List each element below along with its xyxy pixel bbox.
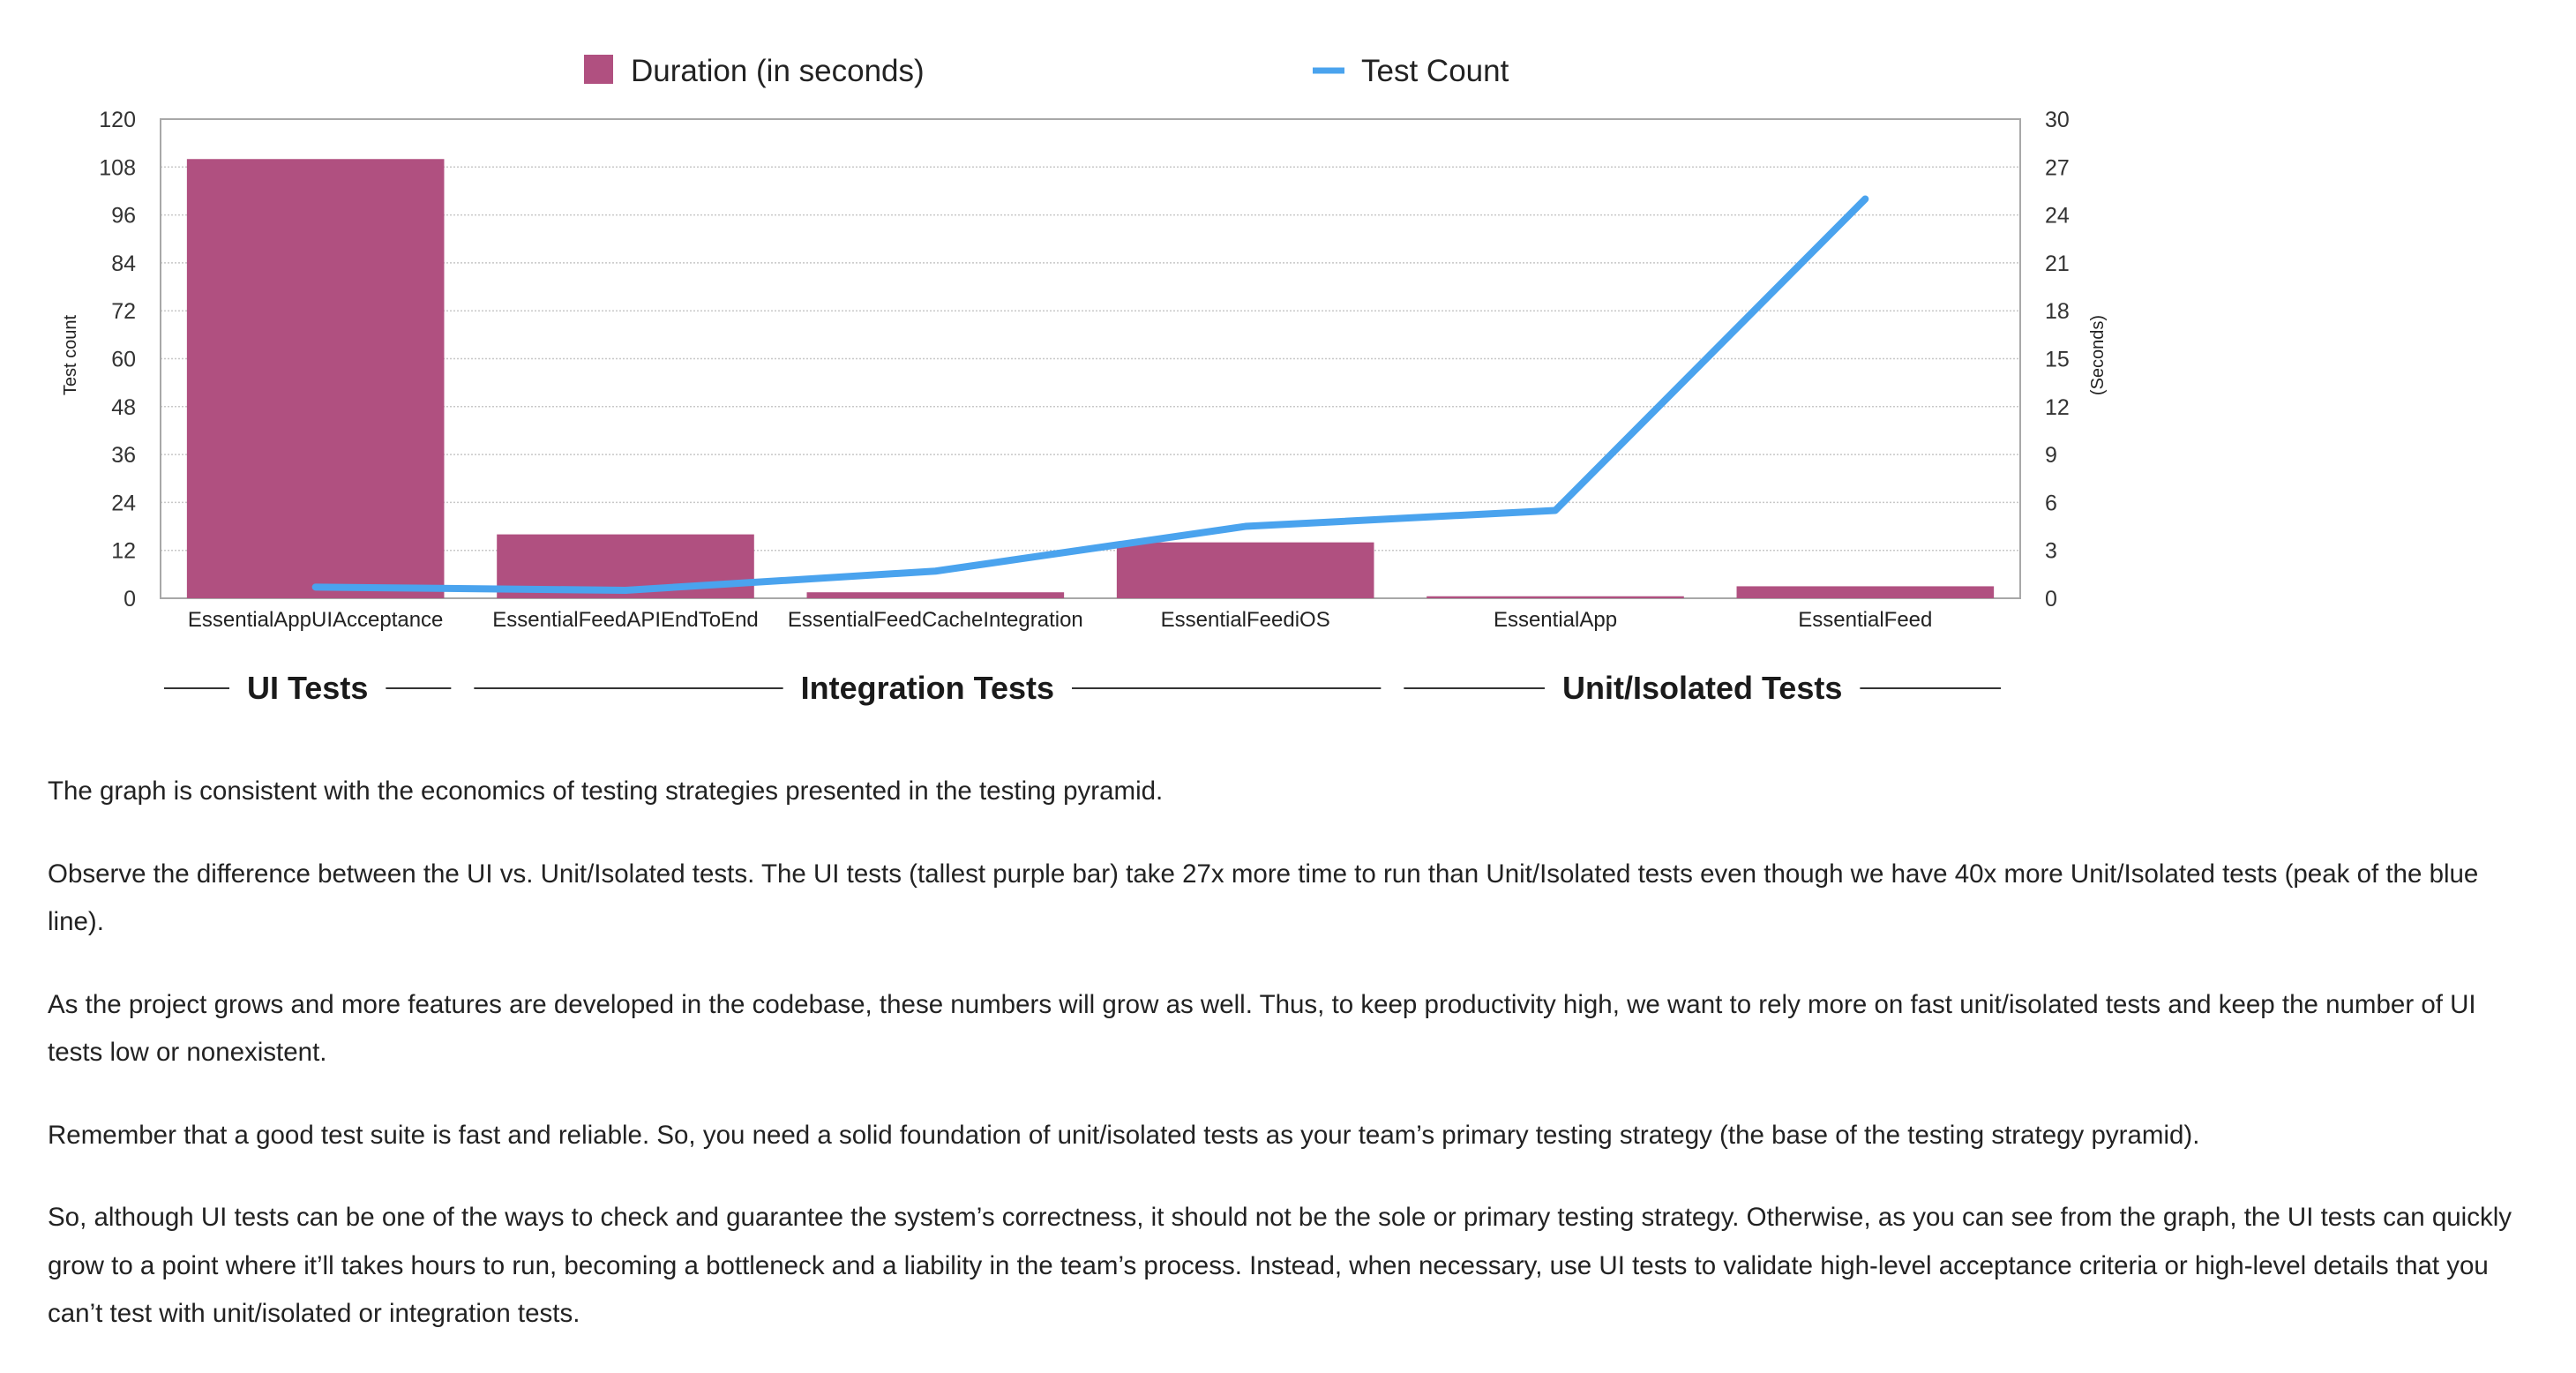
category-label: EssentialAppUIAcceptance [188, 608, 444, 632]
y2-axis-title: (Seconds) [2088, 315, 2108, 395]
y-tick-label: 120 [99, 108, 136, 132]
y-tick-label: 72 [111, 299, 136, 324]
article-paragraph: So, although UI tests can be one of the … [48, 1194, 2535, 1339]
y-tick-label: 96 [111, 204, 136, 229]
y-tick-label: 84 [111, 251, 136, 276]
bar-3 [807, 592, 1065, 598]
y2-tick-label: 27 [2045, 155, 2070, 180]
y2-tick-label: 6 [2045, 491, 2057, 515]
y2-tick-label: 18 [2045, 299, 2070, 324]
y2-tick-label: 3 [2045, 539, 2057, 564]
article-paragraph: As the project grows and more features a… [48, 981, 2535, 1077]
article-paragraph: Remember that a good test suite is fast … [48, 1112, 2535, 1160]
legend-swatch-duration [584, 55, 613, 84]
bar-1 [187, 159, 445, 598]
y-tick-label: 48 [111, 395, 136, 420]
article-body: The graph is consistent with the economi… [48, 768, 2535, 1373]
legend-label-duration: Duration (in seconds) [631, 54, 925, 88]
legend-label-test-count: Test Count [1361, 54, 1509, 88]
article-paragraph: The graph is consistent with the economi… [48, 768, 2535, 816]
y-axis-title: Test count [61, 314, 80, 395]
y2-tick-label: 9 [2045, 443, 2057, 468]
y2-tick-label: 0 [2045, 587, 2057, 611]
category-label: EssentialFeedAPIEndToEnd [492, 608, 759, 632]
category-label: EssentialApp [1494, 608, 1617, 632]
y2-tick-label: 24 [2045, 204, 2070, 229]
y-tick-label: 24 [111, 491, 136, 515]
y2-tick-label: 30 [2045, 108, 2070, 132]
y-tick-label: 60 [111, 348, 136, 372]
y2-tick-label: 15 [2045, 348, 2070, 372]
article-paragraph: Observe the difference between the UI vs… [48, 851, 2535, 947]
bar-5 [1427, 596, 1684, 598]
y-tick-label: 12 [111, 539, 136, 564]
y-tick-label: 108 [99, 155, 136, 180]
chart: 0122436486072849610812003691215182124273… [0, 0, 2576, 724]
bar-6 [1737, 586, 1995, 598]
group-label-2: Integration Tests [801, 670, 1054, 706]
test-count-line [316, 199, 1866, 590]
y-tick-label: 36 [111, 443, 136, 468]
y2-tick-label: 12 [2045, 395, 2070, 420]
y2-tick-label: 21 [2045, 251, 2070, 276]
group-label-1: UI Tests [247, 670, 368, 706]
category-label: EssentialFeediOS [1161, 608, 1330, 632]
group-label-3: Unit/Isolated Tests [1562, 670, 1842, 706]
y-tick-label: 0 [124, 587, 136, 611]
category-label: EssentialFeed [1798, 608, 1932, 632]
category-label: EssentialFeedCacheIntegration [788, 608, 1083, 632]
bar-4 [1117, 543, 1374, 598]
